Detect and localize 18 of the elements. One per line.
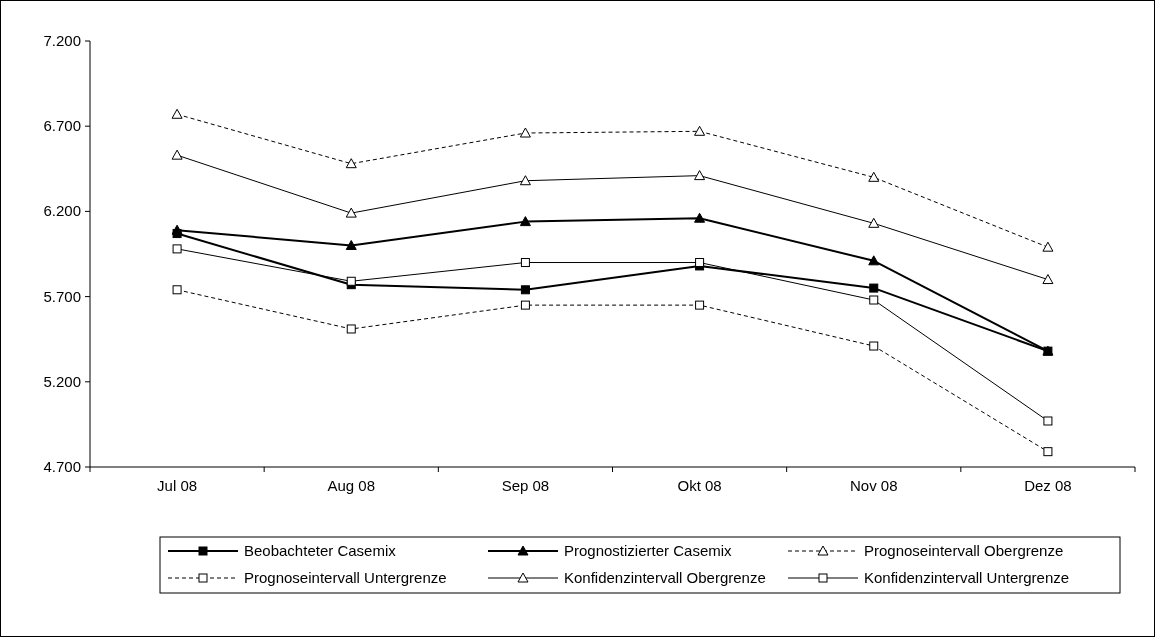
legend-label: Prognostizierter Casemix <box>564 542 733 559</box>
y-tick-label: 4.700 <box>43 458 81 475</box>
y-tick-label: 6.700 <box>43 117 81 135</box>
y-tick-label: 5.700 <box>43 287 81 305</box>
legend-label: Prognoseintervall Obergrenze <box>864 542 1064 559</box>
y-tick-label: 6.200 <box>43 202 81 220</box>
x-tick-label: Sep 08 <box>501 477 550 494</box>
x-tick-label: Jul 08 <box>157 477 198 494</box>
legend-label: Prognoseintervall Untergrenze <box>244 569 447 586</box>
legend-label: Konfidenzintervall Untergrenze <box>864 569 1070 586</box>
x-tick-label: Aug 08 <box>327 477 376 494</box>
x-tick-label: Nov 08 <box>849 477 898 494</box>
x-tick-label: Okt 08 <box>677 477 722 494</box>
y-tick-label: 5.200 <box>43 372 81 390</box>
legend-label: Beobachteter Casemix <box>244 542 397 559</box>
y-tick-label: 7.200 <box>43 32 81 49</box>
legend-label: Konfidenzintervall Obergrenze <box>564 569 766 586</box>
x-tick-label: Dez 08 <box>1024 477 1072 494</box>
